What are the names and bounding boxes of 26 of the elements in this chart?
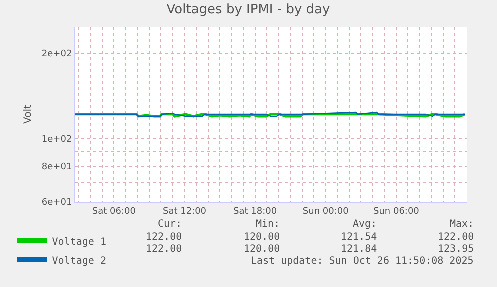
x-tick-label: Sat 06:00 [92,206,136,217]
y-tick-label: 2e+02 [42,50,72,60]
text: Max: [450,219,474,230]
text: 121.84 [341,244,378,255]
text: 120.00 [244,232,280,243]
legend-label: Voltage 2 [52,256,106,267]
text: 122.00 [438,232,474,243]
chart-title: Voltages by IPMI - by day [166,2,331,18]
x-tick-label: Sun 06:00 [373,206,420,217]
legend-label: Voltage 1 [52,236,106,248]
y-tick-label: 6e+01 [42,198,72,208]
y-tick-label: 1e+02 [42,135,72,146]
x-tick-label: Sat 18:00 [234,206,278,217]
text: Min: [256,219,280,230]
text: Avg: [353,219,378,230]
text: 122.00 [146,232,182,243]
y-axis-title: Volt [22,104,34,124]
text: Last update: Sun Oct 26 11:50:08 2025 [251,256,474,267]
y-tick-label: 8e+01 [42,162,72,173]
x-tick-label: Sun 00:00 [302,206,350,217]
text: 122.00 [146,244,182,255]
text: Cur: [158,219,182,230]
text: 121.54 [341,232,378,243]
text: 120.00 [244,244,280,255]
text: 123.95 [438,244,474,255]
x-tick-label: Sat 12:00 [162,206,207,217]
